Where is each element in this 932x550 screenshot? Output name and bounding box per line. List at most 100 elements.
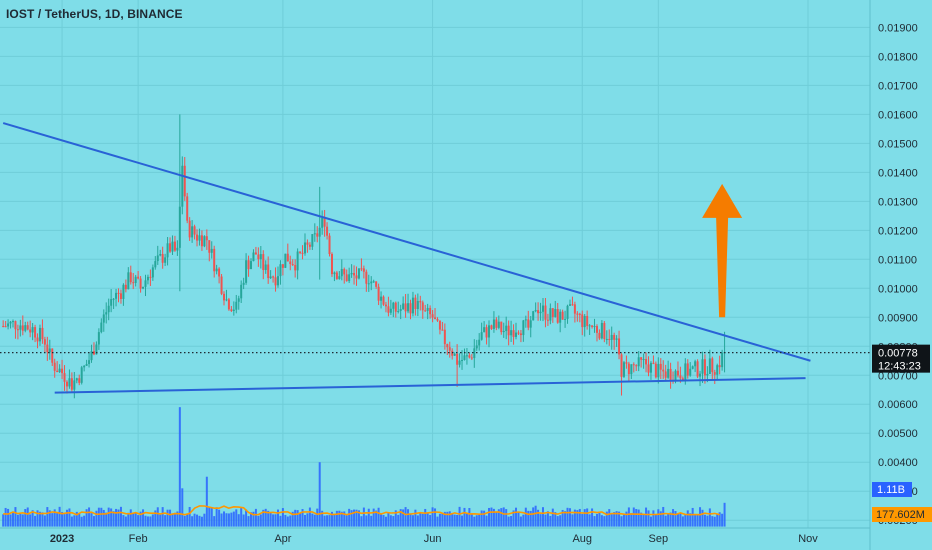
candle-body	[127, 272, 130, 290]
volume-bar	[600, 515, 603, 527]
candle-body	[88, 360, 91, 365]
volume-bar	[43, 515, 46, 527]
volume-bar	[630, 513, 633, 527]
trendlines[interactable]	[0, 122, 870, 394]
candle-body	[470, 357, 473, 359]
volume-bar	[142, 509, 145, 527]
candle-body	[75, 378, 78, 381]
volume-bar	[90, 513, 93, 527]
volume-bar	[232, 511, 235, 527]
candle-body	[365, 271, 368, 284]
volume-bar	[691, 507, 694, 527]
time-tick-label: Nov	[798, 533, 818, 545]
volume-bar	[394, 510, 397, 527]
volume-bar	[608, 509, 611, 527]
candle-body	[409, 303, 412, 314]
volume-bar	[502, 507, 505, 527]
volume-bar	[83, 515, 86, 527]
candle-body	[161, 254, 164, 263]
countdown-timer: 12:43:23	[878, 361, 921, 373]
volume-bar	[375, 510, 378, 527]
candle-body	[392, 302, 395, 309]
volume-ma-badge	[872, 507, 932, 522]
candle-body	[630, 364, 633, 375]
volume-bar	[144, 515, 147, 527]
volume-bar	[107, 507, 110, 527]
candle-body	[669, 368, 672, 380]
candle-body	[137, 276, 140, 279]
candle-body	[544, 305, 547, 320]
volume-bar	[571, 514, 574, 527]
time-tick-label: Apr	[274, 533, 291, 545]
volume-bar	[350, 510, 353, 527]
volume-bar	[129, 509, 132, 527]
candle-body	[583, 315, 586, 328]
candle-body	[186, 196, 189, 221]
candle-body	[117, 292, 120, 294]
candle-body	[461, 359, 464, 361]
candle-body	[394, 302, 397, 312]
candle-body	[416, 300, 419, 310]
candle-body	[29, 329, 32, 333]
candle-body	[242, 282, 245, 285]
candle-body	[529, 320, 532, 328]
volume-bar	[80, 516, 83, 527]
candle-body	[564, 318, 567, 320]
volume-bar	[419, 512, 422, 527]
candle-body	[272, 276, 275, 278]
volume-bar	[279, 515, 282, 527]
candle-body	[571, 304, 574, 306]
volume-ma-line	[3, 505, 720, 516]
candle-body	[360, 268, 363, 270]
volume-bar	[46, 507, 49, 527]
volume-bar	[480, 510, 483, 527]
candle-body	[259, 254, 262, 260]
candle-body	[247, 260, 250, 270]
candle-body	[708, 358, 711, 374]
volume-bar	[159, 514, 162, 527]
candle-body	[551, 308, 554, 317]
price-tick-label: 0.01200	[878, 225, 918, 237]
price-axis[interactable]: 0.01900 0.01800 0.01700 0.01600 0.01500 0.014…	[869, 0, 932, 550]
candle-body	[237, 298, 240, 302]
candle-body	[134, 276, 137, 283]
volume-bar	[593, 516, 596, 527]
volume-bar	[591, 508, 594, 527]
candle-body	[568, 304, 571, 306]
volume-bar	[335, 510, 338, 527]
candle-body	[286, 253, 289, 262]
volume-bar	[318, 462, 321, 527]
candle-body	[605, 338, 608, 340]
volume-bar	[198, 515, 201, 527]
candle-body	[691, 366, 694, 369]
candle-body	[488, 325, 491, 338]
volume-bar	[41, 512, 44, 527]
candle-body	[38, 327, 41, 342]
volume-bar	[409, 513, 412, 527]
candle-body	[431, 314, 434, 318]
candle-body	[43, 339, 46, 345]
candle-body	[716, 365, 719, 375]
candle-body	[115, 292, 118, 299]
volume-bar	[708, 508, 711, 527]
volume-bar	[205, 476, 208, 527]
volume-bar	[456, 514, 459, 527]
candle-body	[645, 359, 648, 365]
volume-bar	[196, 514, 199, 527]
volume-bar	[34, 515, 37, 527]
volume-bar	[124, 516, 127, 527]
volume-bar	[218, 509, 221, 527]
price-tick-label: 0.01600	[878, 109, 918, 121]
time-tick-label: 2023	[50, 533, 74, 545]
volume-bar	[154, 510, 157, 527]
time-axis[interactable]: 2023 Feb Apr Jun Aug Sep Nov	[0, 527, 870, 545]
volume-bar	[281, 508, 284, 527]
candle-body	[438, 320, 441, 330]
volume-bar	[512, 510, 515, 527]
candle-body	[674, 370, 677, 381]
volume-bar	[68, 508, 71, 527]
volume-bar	[581, 514, 584, 527]
volume-bar	[640, 512, 643, 527]
volume-bar	[215, 507, 218, 527]
